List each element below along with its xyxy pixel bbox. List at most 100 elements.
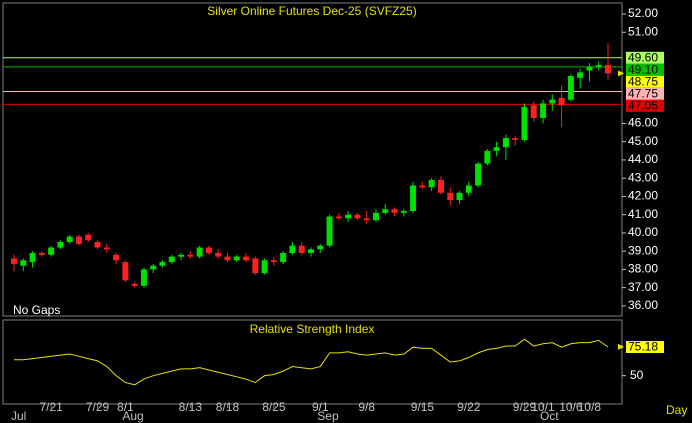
candle-body xyxy=(410,185,417,212)
candle-body xyxy=(549,99,556,104)
price-label: 49.10 xyxy=(628,62,658,76)
rsi-arrow: ▸ xyxy=(618,339,624,353)
x-tick-label: 7/29 xyxy=(86,400,110,414)
candle-body xyxy=(586,66,593,71)
x-tick-label: 8/13 xyxy=(179,400,203,414)
rsi-label-box xyxy=(626,340,664,353)
candle-body xyxy=(196,247,203,257)
candle-body xyxy=(567,76,574,100)
candle-body xyxy=(447,192,454,201)
y-tick-label: 45.00 xyxy=(628,134,658,148)
candle-body xyxy=(298,245,305,253)
candle-body xyxy=(419,185,426,188)
y-tick-label: 37.00 xyxy=(628,280,658,294)
last-price-arrow: ▸ xyxy=(618,65,624,79)
candle-body xyxy=(382,209,389,213)
candle-body xyxy=(475,163,482,186)
candle-body xyxy=(605,65,611,74)
x-tick-label: 9/29 xyxy=(513,400,537,414)
y-tick-label: 41.00 xyxy=(628,207,658,221)
candle-body xyxy=(540,103,547,119)
price-label-box xyxy=(626,75,664,88)
y-tick-label: 39.00 xyxy=(628,243,658,257)
x-tick-label: 9/1 xyxy=(312,400,329,414)
candle-body xyxy=(224,256,231,261)
candle-body xyxy=(577,72,584,78)
candle-body xyxy=(113,254,120,261)
candle-body xyxy=(521,107,528,140)
x-tick-label: 9/8 xyxy=(358,400,375,414)
candle-body xyxy=(502,138,509,148)
candle-body xyxy=(456,192,463,201)
candle-body xyxy=(437,180,444,193)
candle-body xyxy=(345,214,352,219)
y-tick-label: 46.00 xyxy=(628,116,658,130)
candle-body xyxy=(326,216,333,246)
rsi-panel xyxy=(2,319,623,405)
candle-body xyxy=(400,211,407,213)
candle-body xyxy=(85,234,92,241)
candle-body xyxy=(103,247,110,250)
candle-body xyxy=(187,254,194,257)
x-tick-label: 7/21 xyxy=(39,400,63,414)
candle-body xyxy=(261,260,268,274)
price-label-box xyxy=(626,51,664,64)
x-tick-label: 10/8 xyxy=(578,400,602,414)
candle-body xyxy=(428,180,435,188)
candle-body xyxy=(512,138,519,140)
candle-body xyxy=(57,242,64,248)
price-label: 47.75 xyxy=(628,86,658,100)
candle-body xyxy=(150,265,157,270)
y-tick-label: 38.00 xyxy=(628,262,658,276)
candle-body xyxy=(75,236,82,244)
candle-body xyxy=(391,209,398,213)
candle-body xyxy=(140,269,147,286)
x-tick-label: 8/25 xyxy=(262,400,286,414)
candle-body xyxy=(122,262,129,281)
candle-body xyxy=(178,254,185,257)
month-label: Sep xyxy=(317,409,339,423)
y-tick-label: 52.00 xyxy=(628,6,658,20)
candle-body xyxy=(168,256,175,263)
x-tick-label: 8/18 xyxy=(216,400,240,414)
gap-mode: No Gaps xyxy=(13,303,60,317)
month-label: Aug xyxy=(122,409,143,423)
candle-body xyxy=(94,242,101,248)
candle-body xyxy=(595,65,602,67)
candle-body xyxy=(280,252,287,263)
candle-body xyxy=(270,260,277,263)
price-label-box xyxy=(626,99,664,112)
price-label-box xyxy=(626,87,664,100)
month-label: Jul xyxy=(11,409,26,423)
candle-body xyxy=(66,236,73,243)
candle-body xyxy=(558,97,565,106)
rsi-title: Relative Strength Index xyxy=(250,322,375,336)
candle-body xyxy=(205,247,212,253)
price-label: 47.05 xyxy=(628,98,658,112)
candle-body xyxy=(484,150,491,164)
x-tick-label: 9/22 xyxy=(457,400,481,414)
candle-body xyxy=(243,256,250,261)
candle-body xyxy=(493,147,500,151)
candle-body xyxy=(215,252,222,257)
y-tick-label: 36.00 xyxy=(628,298,658,312)
price-label: 48.75 xyxy=(628,74,658,88)
rsi-label: 75.18 xyxy=(628,340,658,354)
period: Day xyxy=(666,403,687,417)
y-tick-label: 40.00 xyxy=(628,225,658,239)
candle-body xyxy=(317,245,324,250)
chart-title: Silver Online Futures Dec-25 (SVFZ25) xyxy=(207,4,416,18)
candle-body xyxy=(11,258,17,264)
price-label-box xyxy=(626,63,664,76)
candle-body xyxy=(308,249,314,253)
price-label: 49.60 xyxy=(628,50,658,64)
price-panel xyxy=(2,2,623,317)
candle-body xyxy=(29,252,36,263)
candle-body xyxy=(289,245,296,253)
candle-body xyxy=(335,216,342,219)
candle-body xyxy=(354,214,361,219)
y-tick-label: 50 xyxy=(630,368,644,382)
candle-body xyxy=(252,258,259,274)
rsi-line xyxy=(14,338,609,386)
